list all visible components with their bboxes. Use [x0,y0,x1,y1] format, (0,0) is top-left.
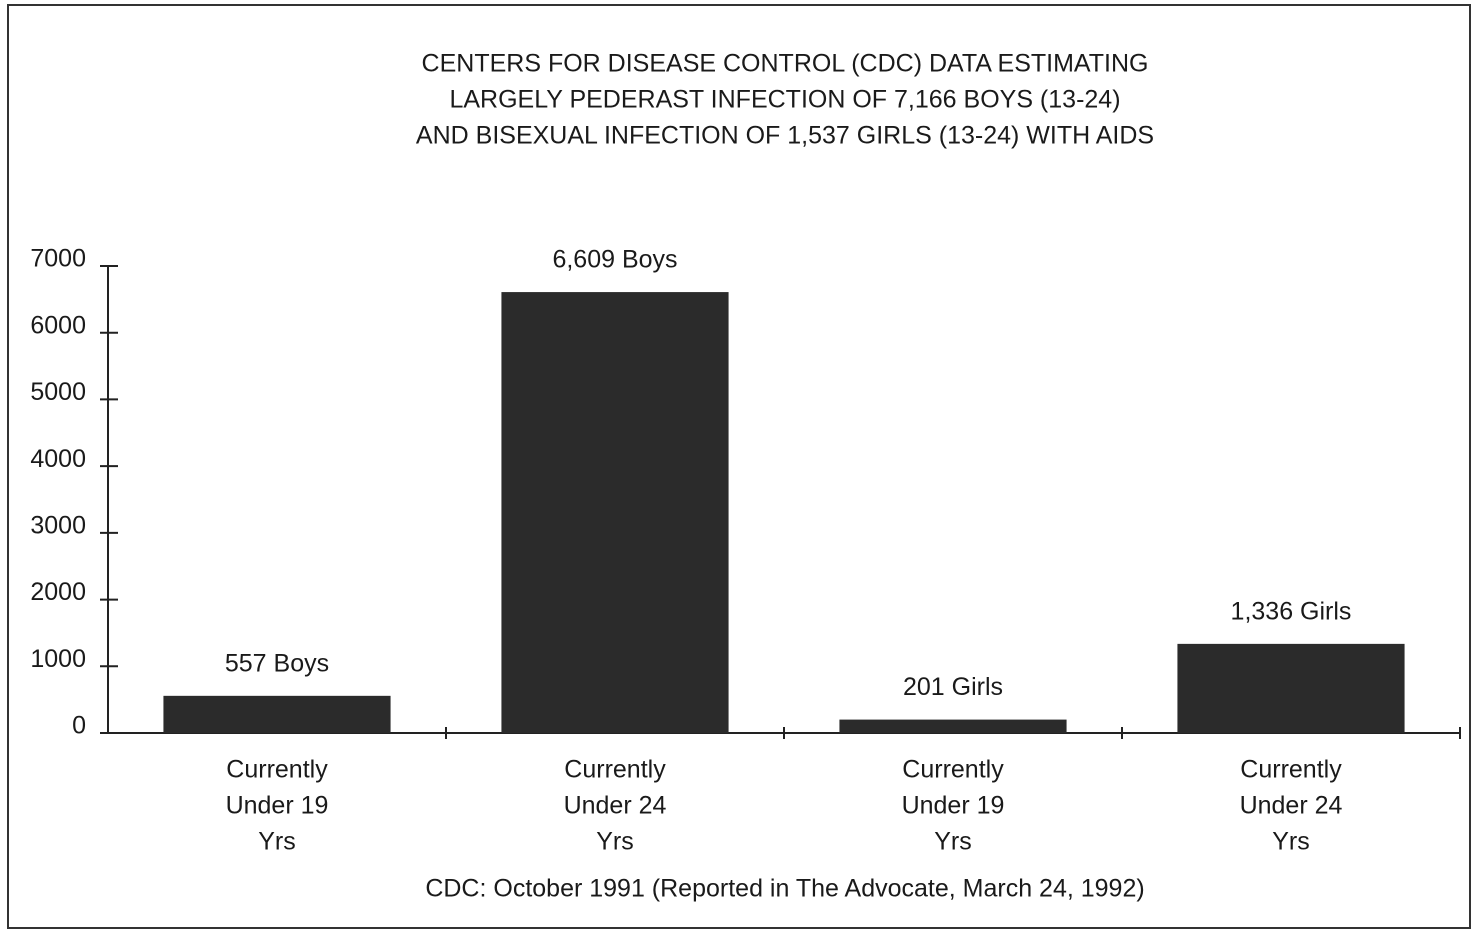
bar [839,719,1067,733]
y-tick-label: 0 [72,712,86,740]
value-label: 201 Girls [903,673,1003,701]
x-tick-label: Yrs [934,828,972,856]
bar [163,695,391,733]
chart-title: AND BISEXUAL INFECTION OF 1,537 GIRLS (1… [416,122,1154,150]
x-tick-label: Under 19 [226,792,329,820]
source-note: CDC: October 1991 (Reported in The Advoc… [425,875,1144,903]
x-tick-label: Under 24 [564,792,667,820]
chart-title: LARGELY PEDERAST INFECTION OF 7,166 BOYS… [449,86,1120,114]
x-tick-label: Under 24 [1240,792,1343,820]
y-tick-label: 7000 [30,245,86,273]
x-tick-label: Currently [1240,756,1342,784]
y-tick-label: 3000 [30,511,86,539]
x-tick-label: Yrs [258,828,296,856]
y-tick-label: 5000 [30,378,86,406]
y-tick-label: 2000 [30,578,86,606]
x-tick-label: Currently [902,756,1004,784]
bar [501,292,729,733]
y-tick-label: 6000 [30,311,86,339]
x-tick-label: Currently [564,756,666,784]
frame [7,4,1471,929]
chart-title: CENTERS FOR DISEASE CONTROL (CDC) DATA E… [422,50,1149,78]
x-tick-label: Yrs [1272,828,1310,856]
x-tick-label: Yrs [596,828,634,856]
y-tick-label: 4000 [30,445,86,473]
value-label: 557 Boys [225,649,329,677]
y-tick-label: 1000 [30,645,86,673]
bar [1177,643,1405,733]
value-label: 6,609 Boys [552,246,677,274]
x-tick-label: Currently [226,756,328,784]
x-tick-label: Under 19 [902,792,1005,820]
value-label: 1,336 Girls [1231,597,1352,625]
